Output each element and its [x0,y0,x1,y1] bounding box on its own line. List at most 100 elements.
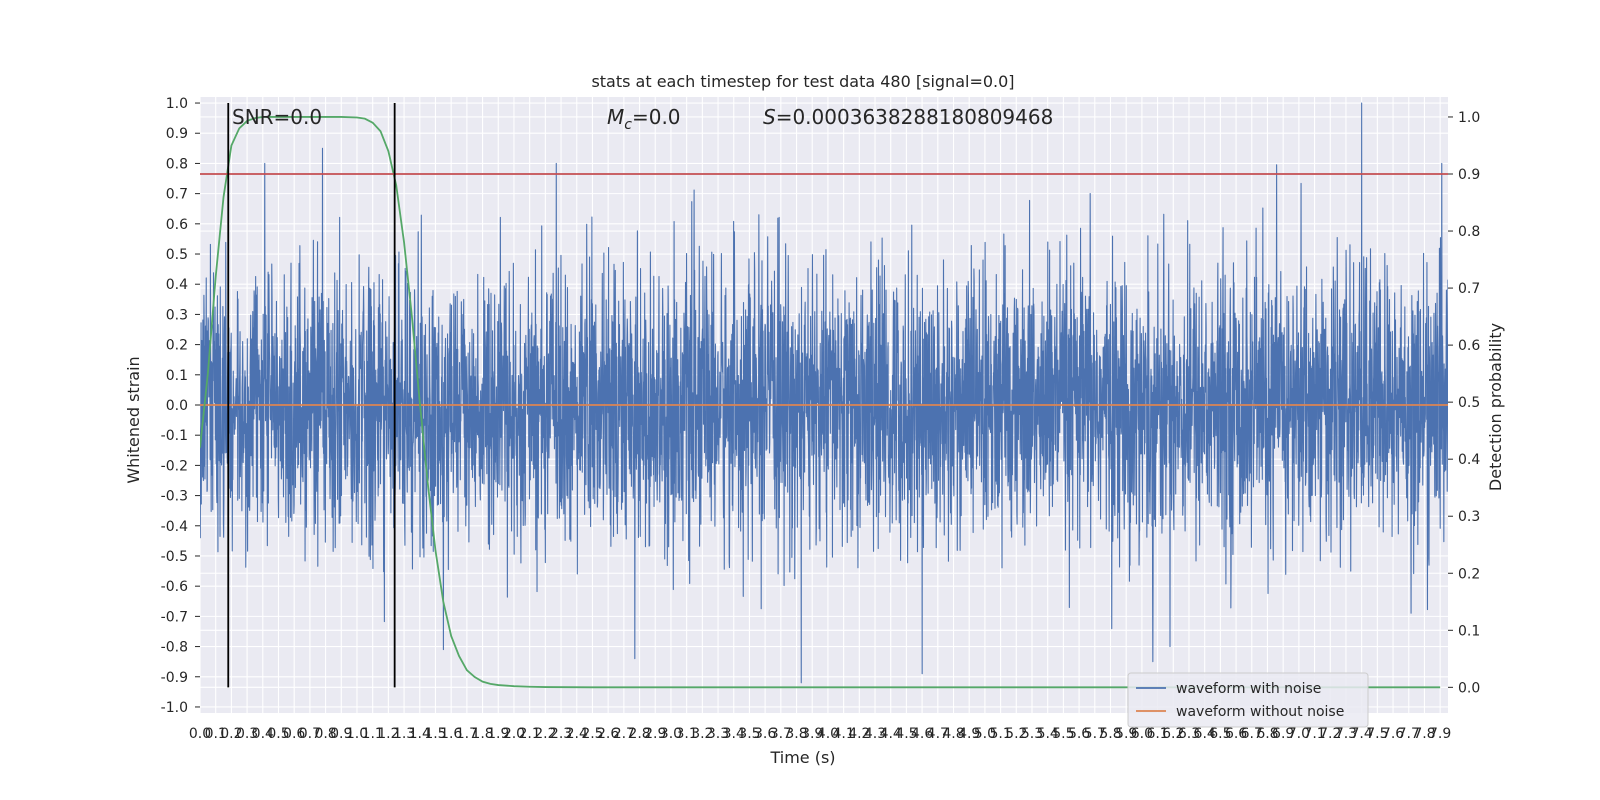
left-y-tick-label: -1.0 [161,700,188,716]
x-tick-label: 1.4 [409,726,431,742]
x-tick-label: 0.2 [220,726,242,742]
left-y-tick-label: -0.7 [161,609,188,625]
x-tick-label: 0.9 [330,726,352,742]
mc-subscript: c [624,117,632,133]
x-tick-label: 5.0 [974,726,996,742]
left-y-tick-label: -0.9 [161,670,188,686]
x-tick-label: 2.4 [566,726,588,742]
x-tick-label: 0.4 [252,726,274,742]
left-y-axis-label: Whitened strain [124,356,143,483]
x-tick-label: 4.9 [958,726,980,742]
right-y-ticks: 0.0 0.1 0.2 0.3 0.4 0.5 0.6 0.7 0.8 0.9 1.0 [1448,110,1480,696]
chart-title: stats at each timestep for test data 480… [591,72,1014,91]
x-tick-label: 2.6 [597,726,619,742]
right-y-tick-label: 0.1 [1458,623,1480,639]
x-tick-label: 2.7 [613,726,635,742]
x-tick-label: 3.6 [754,726,776,742]
s-value: =0.0003638288180809468 [776,105,1054,129]
x-tick-label: 4.5 [895,726,917,742]
x-tick-label: 6.7 [1241,726,1263,742]
snr-annotation: SNR=0.0 [232,105,322,129]
x-tick-label: 7.8 [1413,726,1435,742]
x-tick-label: 2.9 [644,726,666,742]
left-y-tick-label: 0.1 [166,368,188,384]
x-tick-label: 7.4 [1351,726,1373,742]
x-tick-label: 0.6 [283,726,305,742]
x-ticks: 0.00.10.20.30.40.50.60.70.80.91.01.11.21… [189,726,1451,742]
x-tick-label: 0.1 [205,726,227,742]
x-tick-label: 7.5 [1366,726,1388,742]
x-tick-label: 3.5 [738,726,760,742]
x-tick-label: 1.5 [424,726,446,742]
x-tick-label: 4.6 [911,726,933,742]
x-tick-label: 3.8 [785,726,807,742]
left-y-tick-label: -0.1 [161,428,188,444]
series-layer [200,102,1448,689]
x-tick-label: 7.1 [1303,726,1325,742]
left-y-tick-label: 0.7 [166,187,188,203]
x-tick-label: 6.4 [1194,726,1216,742]
right-y-tick-label: 0.2 [1458,566,1480,582]
legend-label: waveform with noise [1176,681,1321,697]
legend-label: waveform without noise [1176,704,1344,720]
left-y-tick-label: 0.4 [166,277,188,293]
left-y-tick-label: 0.6 [166,217,188,233]
legend-box [1127,672,1369,728]
x-tick-label: 1.7 [456,726,478,742]
x-tick-label: 6.6 [1225,726,1247,742]
x-tick-label: 2.1 [519,726,541,742]
x-tick-label: 1.3 [393,726,415,742]
x-tick-label: 6.2 [1162,726,1184,742]
x-tick-label: 4.7 [927,726,949,742]
x-axis-label: Time (s) [769,748,835,767]
s-symbol: S [763,105,776,129]
x-tick-label: 1.9 [487,726,509,742]
x-tick-label: 5.8 [1099,726,1121,742]
x-tick-label: 0.0 [189,726,211,742]
right-y-tick-label: 0.0 [1458,680,1480,696]
left-y-tick-label: 0.3 [166,307,188,323]
x-tick-label: 5.2 [1005,726,1027,742]
x-tick-label: 3.9 [801,726,823,742]
x-tick-label: 4.8 [942,726,964,742]
left-y-tick-label: -0.8 [161,640,188,656]
right-y-tick-label: 0.8 [1458,224,1480,240]
right-y-tick-label: 0.5 [1458,395,1480,411]
x-tick-label: 6.3 [1178,726,1200,742]
x-tick-label: 6.8 [1256,726,1278,742]
legend: waveform with noise waveform without nois… [1127,672,1369,728]
x-tick-label: 1.2 [377,726,399,742]
x-tick-label: 3.1 [676,726,698,742]
x-tick-label: 7.3 [1335,726,1357,742]
x-tick-label: 6.0 [1131,726,1153,742]
x-tick-label: 5.3 [1021,726,1043,742]
x-tick-label: 1.8 [471,726,493,742]
x-tick-label: 5.9 [1115,726,1137,742]
x-tick-label: 3.0 [660,726,682,742]
x-tick-label: 3.2 [691,726,713,742]
x-tick-label: 3.7 [770,726,792,742]
detection-probability-line [200,116,1441,689]
x-tick-label: 7.6 [1382,726,1404,742]
x-tick-label: 0.8 [314,726,336,742]
x-tick-label: 4.1 [832,726,854,742]
x-tick-label: 4.0 [817,726,839,742]
vlines [227,103,396,688]
x-tick-label: 5.6 [1068,726,1090,742]
x-tick-label: 2.8 [628,726,650,742]
x-tick-label: 5.5 [1052,726,1074,742]
mc-annotation: Mc=0.0 [607,105,681,133]
x-tick-label: 7.7 [1398,726,1420,742]
series-waveform-with-noise [200,102,1448,684]
right-y-tick-label: 1.0 [1458,110,1480,126]
x-tick-label: 1.1 [362,726,384,742]
left-y-tick-label: 0.5 [166,247,188,263]
x-tick-label: 2.3 [550,726,572,742]
left-y-tick-label: 0.2 [166,338,188,354]
s-annotation: S=0.0003638288180809468 [763,105,1053,129]
x-tick-label: 4.4 [880,726,902,742]
right-y-axis-label: Detection probability [1486,323,1505,491]
left-y-tick-label: -0.6 [161,579,188,595]
x-tick-label: 0.7 [299,726,321,742]
left-y-ticks: -1.0 -0.9 -0.8 -0.7 -0.6 -0.5 -0.4 -0.3 -0.2 -0.1… [161,96,200,716]
